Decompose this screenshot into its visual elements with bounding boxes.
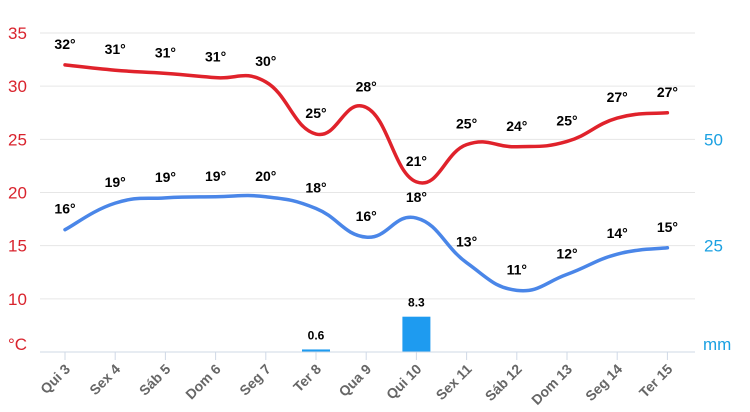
max-temp-label: 31° [155,44,176,60]
max-temp-label: 27° [607,89,628,105]
y-tick-left-label: 15 [8,237,27,256]
x-tick-label: Sex 4 [86,361,123,398]
min-temp-label: 12° [556,245,577,261]
x-tick-label: Dom 13 [528,361,575,408]
y-axis-right: 25 50 [704,130,723,255]
min-temperature-line [63,193,670,293]
max-temp-label: 25° [456,116,477,132]
x-axis: Qui 3 Sex 4 Sáb 5 Dom 6 Seg 7 Ter 8 Qua 9 Qui 1… [37,351,695,408]
max-temp-label: 31° [105,41,126,57]
x-tick-label: Qua 9 [335,361,374,400]
precipitation-label: 8.3 [408,296,425,310]
min-temp-label: 11° [507,261,527,277]
min-temp-label: 16° [356,208,377,224]
y-axis-left-unit: °C [8,335,27,354]
temperature-lines [63,63,670,293]
max-temp-label: 28° [356,78,377,94]
max-temp-label: 25° [305,105,326,121]
y-tick-left-label: 35 [8,24,27,43]
precipitation-bar [302,349,330,352]
x-tick-label: Ter 15 [636,361,676,401]
data-labels: 32° 31° 31° 31° 30° 25° 28° 21° 25° 24° 25° 27° 27° 1… [54,36,678,343]
min-temp-label: 13° [456,234,477,250]
max-temp-label: 31° [205,49,226,65]
precipitation-bars [302,316,431,352]
y-tick-right-label: 25 [704,237,723,256]
y-axis-left: 10 15 20 25 30 35 [8,24,27,309]
x-tick-label: Sáb 12 [482,361,525,404]
precipitation-label: 0.6 [308,328,325,342]
min-temp-label: 15° [657,219,678,235]
max-temp-label: 30° [255,53,276,69]
x-tick-label: Seg 7 [236,361,274,399]
x-tick-label: Qui 3 [37,361,73,397]
min-temp-label: 19° [155,169,176,185]
max-temperature-line [63,63,670,185]
precipitation-bar [402,316,431,352]
max-temp-label: 32° [54,36,75,52]
x-tick-label: Dom 6 [182,361,224,403]
y-tick-left-label: 10 [8,290,27,309]
gridlines [40,32,695,300]
y-tick-right-label: 50 [704,130,723,149]
x-tick-label: Sex 11 [433,361,475,403]
min-temp-label: 19° [105,174,126,190]
y-tick-left-label: 30 [8,77,27,96]
x-tick-label: Qui 10 [383,361,425,403]
y-tick-left-label: 20 [8,184,27,203]
x-tick-label: Sáb 5 [136,361,174,399]
max-temp-label: 21° [406,153,427,169]
y-tick-left-label: 25 [8,130,27,149]
y-axis-right-unit: mm [703,335,731,354]
min-temp-label: 14° [607,225,628,241]
min-temp-label: 18° [406,189,427,205]
min-temp-label: 20° [255,168,276,184]
max-temp-label: 25° [556,112,577,128]
max-temp-label: 24° [506,118,527,134]
min-temp-label: 19° [205,168,226,184]
x-tick-label: Seg 14 [582,361,625,404]
x-tick-label: Ter 8 [290,361,324,395]
min-temp-label: 16° [54,201,75,217]
max-temp-label: 27° [657,84,678,100]
min-temp-label: 18° [305,179,326,195]
